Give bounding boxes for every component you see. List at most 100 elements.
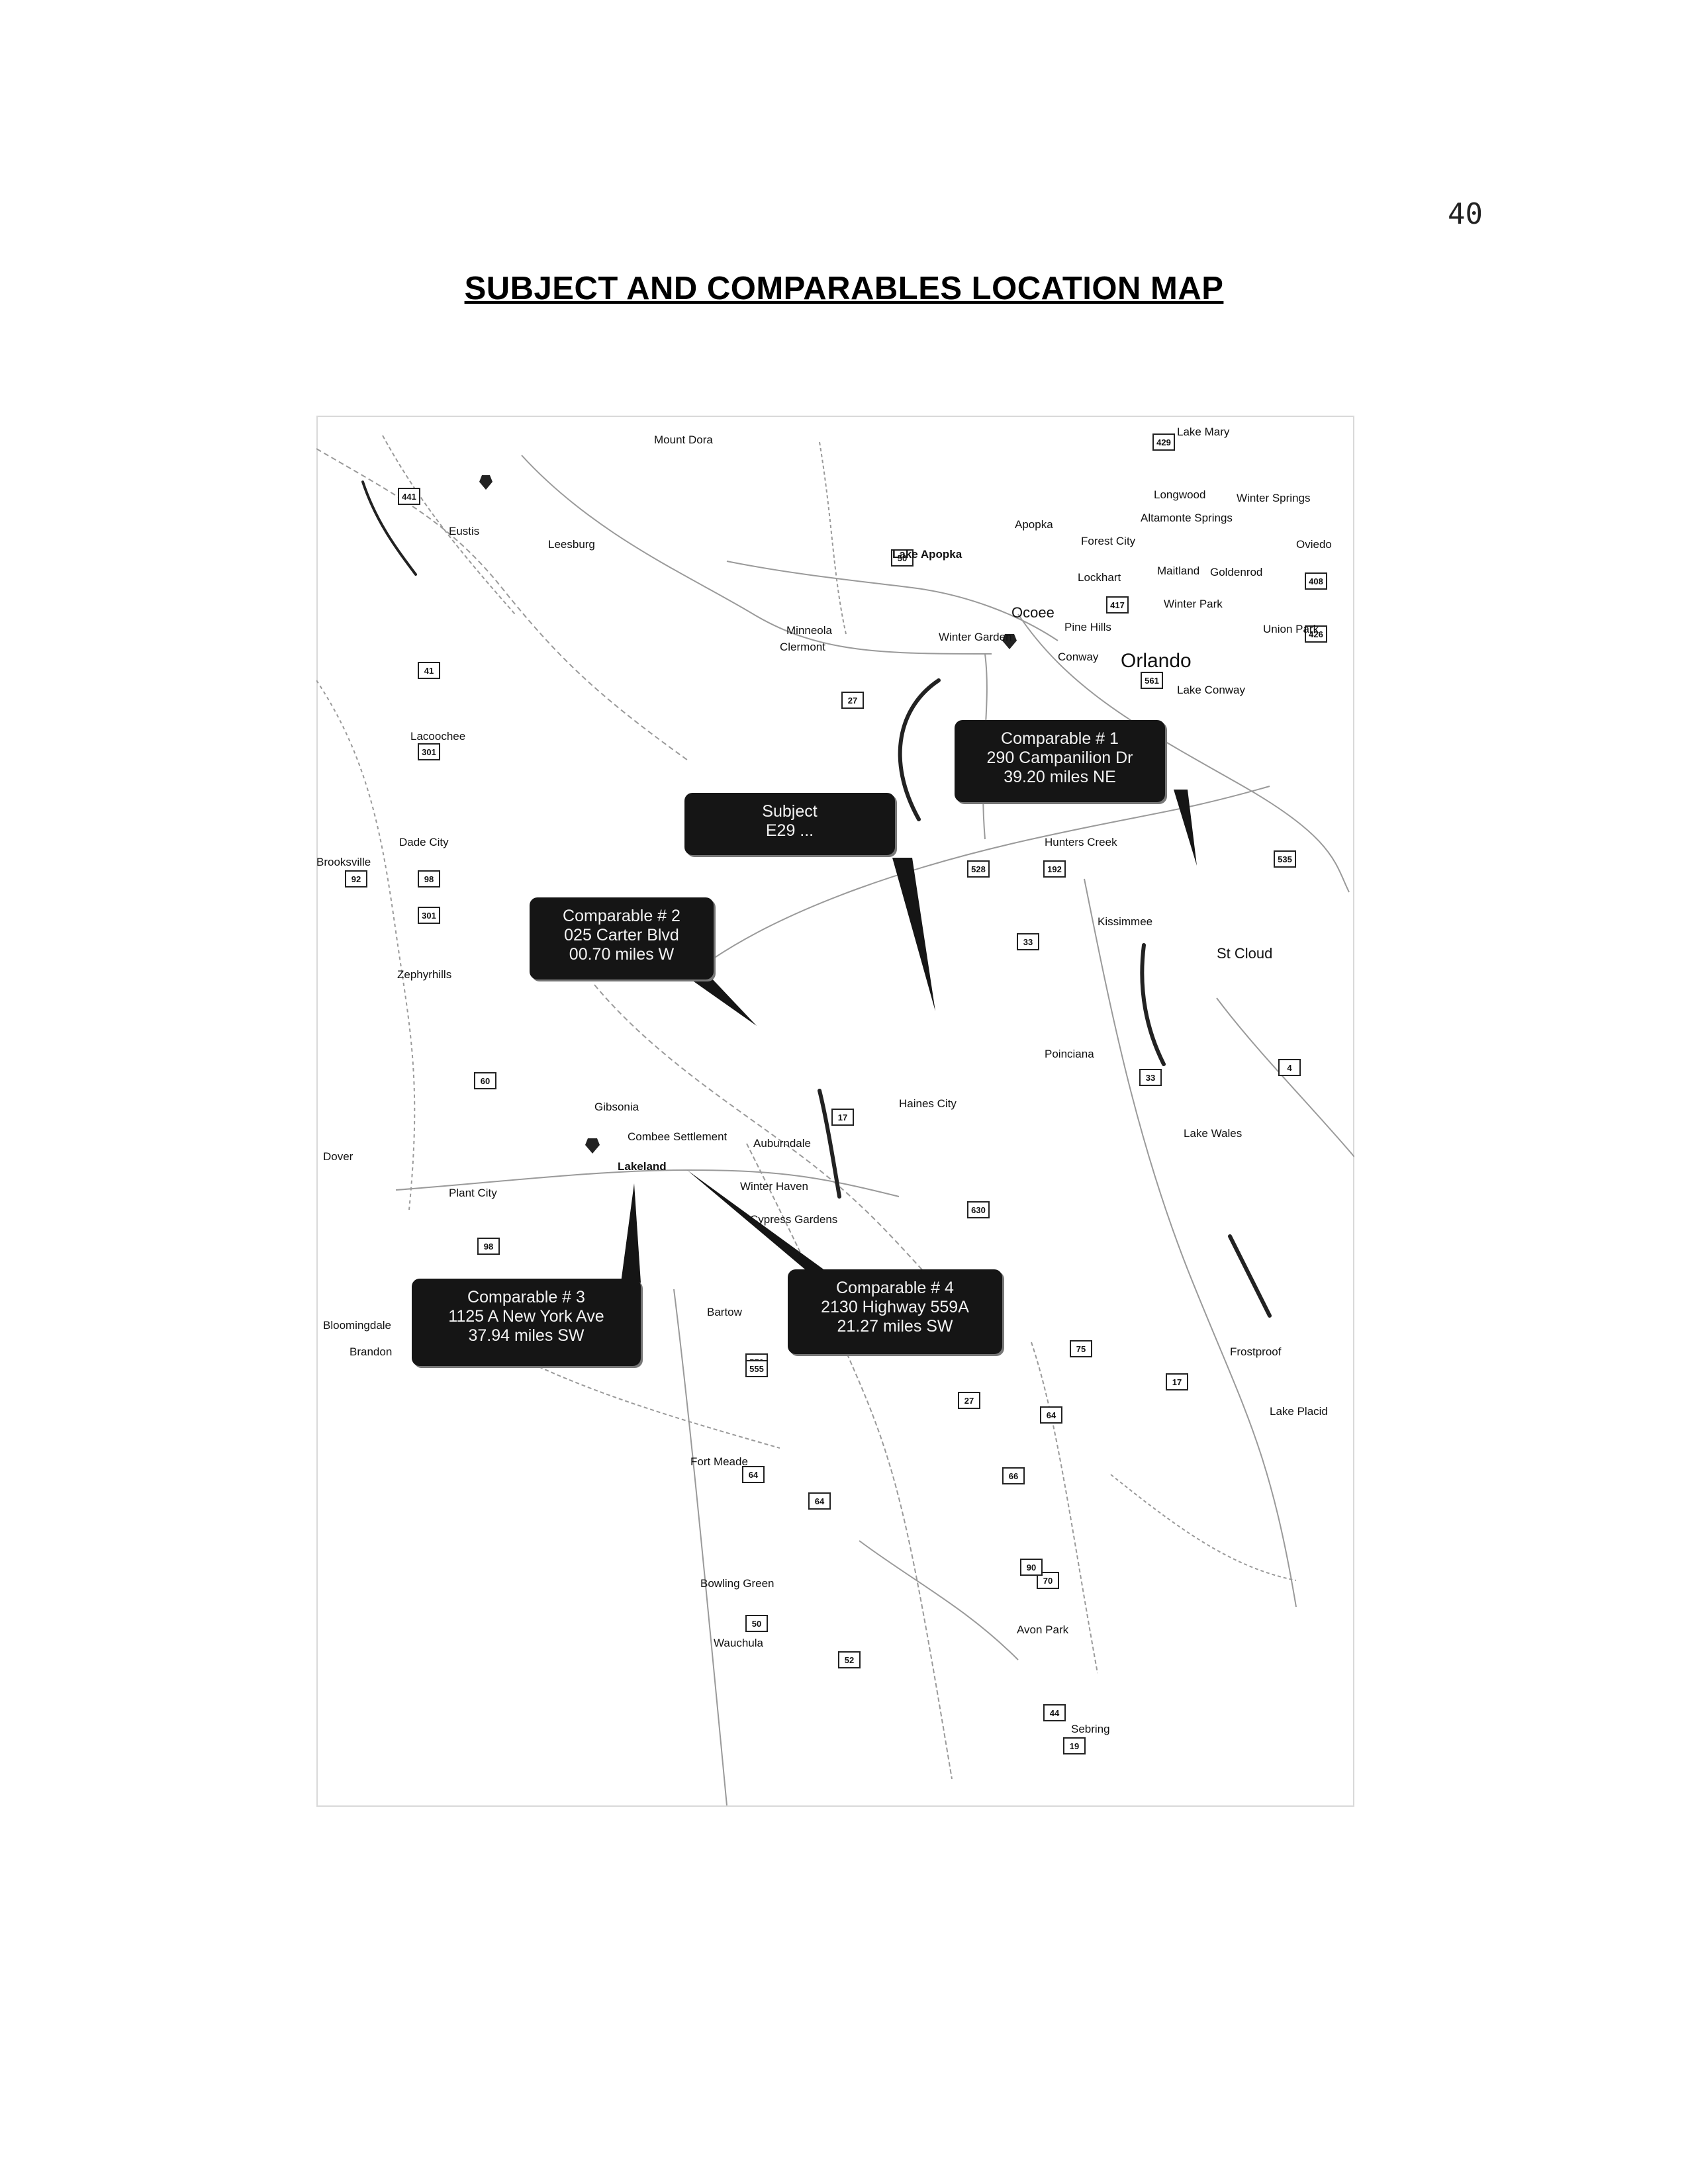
shield-icon: 561	[1141, 672, 1163, 689]
shield-icon: 429	[1152, 433, 1175, 451]
svg-text:64: 64	[1047, 1410, 1056, 1420]
callout-comparable-2[interactable]: Comparable # 2 025 Carter Blvd 00.70 mil…	[530, 897, 714, 979]
shield-icon: 98	[477, 1238, 500, 1255]
place-label: Clermont	[780, 641, 825, 653]
place-label: Sebring	[1071, 1723, 1110, 1735]
shield-icon: 528	[967, 860, 990, 878]
place-label: Avon Park	[1017, 1623, 1069, 1636]
place-labels: Orlando Lakeland Winter Springs Oviedo L…	[316, 426, 1332, 1735]
place-label: Oviedo	[1296, 538, 1332, 551]
place-label: Bowling Green	[700, 1577, 774, 1590]
svg-text:561: 561	[1145, 676, 1159, 686]
place-label: Gibsonia	[594, 1101, 639, 1113]
svg-text:41: 41	[424, 666, 434, 676]
shield-icon: 41	[418, 662, 440, 679]
place-label: Brandon	[350, 1345, 392, 1358]
shield-icon: 535	[1274, 850, 1296, 868]
interstate-shield-icon	[585, 1138, 600, 1154]
shield-icon: 90	[1020, 1559, 1043, 1576]
place-label: Apopka	[1015, 518, 1053, 531]
shield-icon: 64	[1040, 1406, 1062, 1424]
svg-text:4: 4	[1287, 1063, 1292, 1073]
place-label: Plant City	[449, 1187, 497, 1199]
place-label: Kissimmee	[1098, 915, 1152, 928]
location-map[interactable]: 441 429 408 417 426 50 27 192 535 528 33…	[316, 416, 1354, 1807]
place-label: Lakeland	[618, 1160, 667, 1173]
shield-icon: 441	[398, 488, 420, 505]
place-label: Poinciana	[1045, 1048, 1094, 1060]
place-label: Maitland	[1157, 565, 1199, 577]
svg-text:441: 441	[402, 492, 416, 502]
place-label: Minneola	[786, 624, 833, 637]
place-label: Cypress Gardens	[750, 1213, 837, 1226]
place-label: Winter Park	[1164, 598, 1223, 610]
place-label: Winter Haven	[740, 1180, 808, 1193]
callout-line: E29 ...	[765, 821, 814, 840]
place-label: Wauchula	[714, 1637, 764, 1649]
callout-line: 1125 A New York Ave	[448, 1307, 604, 1326]
callout-subject[interactable]: Subject E29 ...	[684, 793, 895, 855]
road-network	[316, 435, 1354, 1806]
pointer-comparable-3	[621, 1183, 641, 1283]
svg-text:75: 75	[1076, 1344, 1086, 1354]
callout-line: Subject	[762, 802, 818, 821]
svg-text:52: 52	[845, 1655, 854, 1665]
map-canvas[interactable]: 441 429 408 417 426 50 27 192 535 528 33…	[316, 416, 1354, 1807]
shield-icon: 555	[745, 1360, 768, 1377]
highlighted-routes	[361, 480, 1272, 1318]
pointer-comparable-2	[687, 977, 757, 1026]
shield-icon: 66	[1002, 1467, 1025, 1484]
shield-icon: 19	[1063, 1737, 1086, 1754]
callout-line: 025 Carter Blvd	[564, 926, 679, 944]
place-label: Lake Apopka	[892, 548, 962, 561]
interstate-shield-icon	[479, 475, 492, 490]
place-label: Lake Placid	[1270, 1405, 1328, 1418]
shield-icon: 50	[745, 1615, 768, 1632]
place-label: Auburndale	[753, 1137, 811, 1150]
place-label: Hunters Creek	[1045, 836, 1117, 848]
shield-icon: 52	[838, 1651, 861, 1668]
place-label: Longwood	[1154, 488, 1205, 501]
place-label: Lockhart	[1078, 571, 1121, 584]
place-label: Winter Springs	[1237, 492, 1310, 504]
place-label: Bartow	[707, 1306, 743, 1318]
place-label: Ocoee	[1011, 604, 1055, 621]
svg-text:98: 98	[424, 874, 434, 884]
place-label: Orlando	[1121, 650, 1192, 672]
place-label: Lake Wales	[1184, 1127, 1242, 1140]
place-label: Winter Garden	[939, 631, 1012, 643]
svg-text:17: 17	[838, 1113, 847, 1122]
callout-line: Comparable # 2	[563, 907, 680, 925]
callout-line: 00.70 miles W	[569, 945, 675, 964]
shield-icon: 301	[418, 907, 440, 924]
svg-text:426: 426	[1309, 629, 1323, 639]
callout-pointers	[621, 790, 1197, 1283]
shield-icon: 192	[1043, 860, 1066, 878]
callout-comparable-4[interactable]: Comparable # 4 2130 Highway 559A 21.27 m…	[788, 1269, 1002, 1354]
callout-line: Comparable # 1	[1001, 729, 1119, 748]
shield-icon: 301	[418, 743, 440, 760]
callout-line: 290 Campanilion Dr	[986, 749, 1133, 767]
place-label: Brooksville	[316, 856, 371, 868]
callout-comparable-1[interactable]: Comparable # 1 290 Campanilion Dr 39.20 …	[955, 720, 1165, 802]
map-frame	[316, 416, 1354, 1807]
pointer-comparable-1	[1174, 790, 1197, 866]
svg-text:44: 44	[1050, 1708, 1060, 1718]
place-label: Mount Dora	[654, 433, 713, 446]
callout-line: 2130 Highway 559A	[821, 1298, 969, 1316]
place-label: St Cloud	[1217, 945, 1272, 962]
place-label: Lake Mary	[1177, 426, 1230, 438]
svg-text:27: 27	[964, 1396, 974, 1406]
svg-text:301: 301	[422, 911, 436, 921]
interstate-shields	[479, 475, 1017, 1154]
shield-icon: 417	[1106, 596, 1129, 614]
callout-comparable-3[interactable]: Comparable # 3 1125 A New York Ave 37.94…	[412, 1279, 641, 1366]
shield-icon: 4	[1278, 1059, 1301, 1076]
shield-icon: 426	[1305, 625, 1327, 643]
svg-text:630: 630	[971, 1205, 986, 1215]
shield-icon: 27	[958, 1392, 980, 1409]
svg-text:50: 50	[752, 1619, 761, 1629]
callout-line: Comparable # 4	[836, 1279, 954, 1297]
svg-text:192: 192	[1047, 864, 1062, 874]
shield-icon: 408	[1305, 572, 1327, 590]
